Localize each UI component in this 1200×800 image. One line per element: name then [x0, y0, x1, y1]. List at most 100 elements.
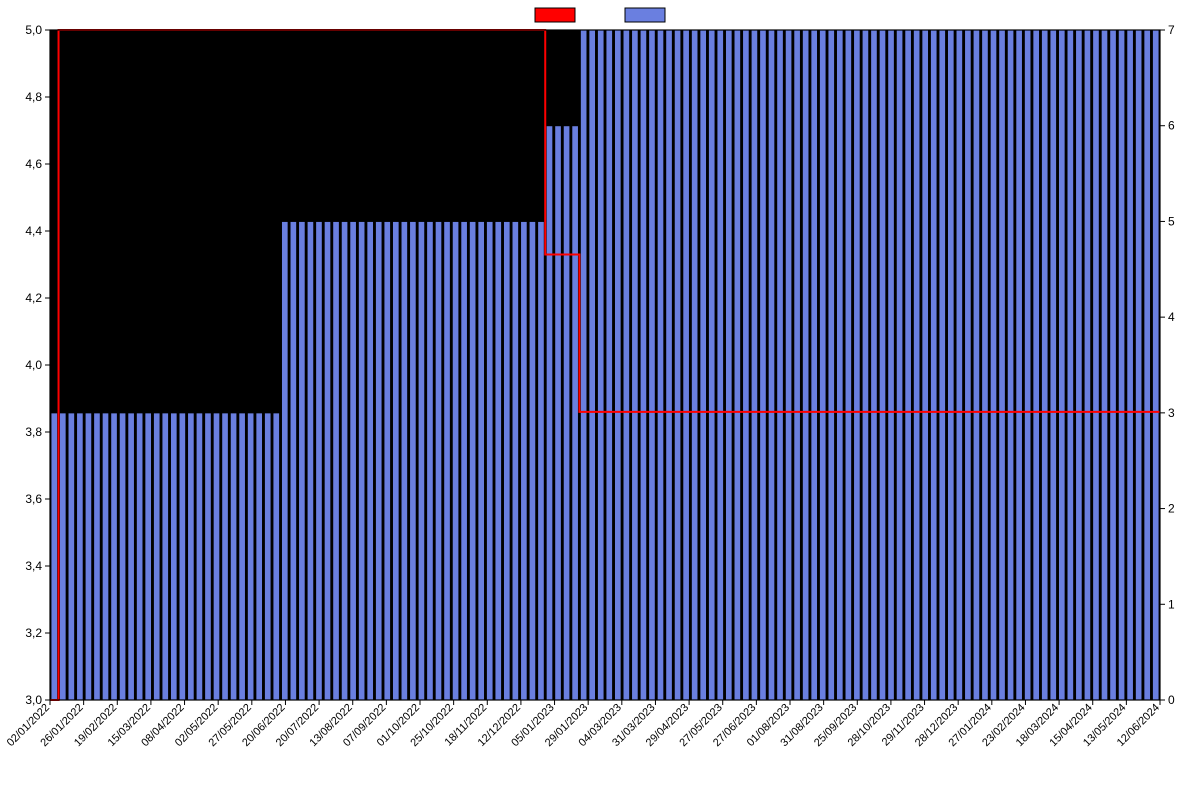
bar	[1118, 30, 1125, 700]
yright-label: 2	[1168, 502, 1175, 516]
bar	[333, 221, 340, 700]
bar	[674, 30, 681, 700]
yleft-label: 4,8	[25, 90, 42, 104]
bar	[811, 30, 818, 700]
bar	[700, 30, 707, 700]
bar	[529, 221, 536, 700]
bar	[444, 221, 451, 700]
bar	[188, 413, 195, 700]
bar	[743, 30, 750, 700]
bar	[1144, 30, 1151, 700]
bar	[1152, 30, 1159, 700]
bar	[230, 413, 237, 700]
bar	[307, 221, 314, 700]
bar	[205, 413, 212, 700]
bar	[145, 413, 152, 700]
yleft-label: 4,0	[25, 358, 42, 372]
bar	[657, 30, 664, 700]
yright-label: 4	[1168, 310, 1175, 324]
yright-label: 0	[1168, 693, 1175, 707]
bar	[427, 221, 434, 700]
bar	[623, 30, 630, 700]
bar	[1127, 30, 1134, 700]
yleft-label: 5,0	[25, 23, 42, 37]
bar	[999, 30, 1006, 700]
yright-label: 1	[1168, 597, 1175, 611]
yleft-label: 3,4	[25, 559, 42, 573]
bar	[640, 30, 647, 700]
bar	[1016, 30, 1023, 700]
bar	[1101, 30, 1108, 700]
bar	[1058, 30, 1065, 700]
bar	[290, 221, 297, 700]
bar	[392, 221, 399, 700]
bar	[128, 413, 135, 700]
bar	[947, 30, 954, 700]
bar	[597, 30, 604, 700]
bar	[922, 30, 929, 700]
bar	[538, 221, 545, 700]
bar	[256, 413, 263, 700]
bar	[375, 221, 382, 700]
yright-label: 7	[1168, 23, 1175, 37]
bar	[649, 30, 656, 700]
bar	[777, 30, 784, 700]
bar	[170, 413, 177, 700]
bar	[418, 221, 425, 700]
bar	[896, 30, 903, 700]
bar	[461, 221, 468, 700]
bar	[614, 30, 621, 700]
bar	[281, 221, 288, 700]
yright-label: 5	[1168, 214, 1175, 228]
bar	[888, 30, 895, 700]
bar	[956, 30, 963, 700]
bar	[273, 413, 280, 700]
bar	[828, 30, 835, 700]
bar	[222, 413, 229, 700]
bar	[1135, 30, 1142, 700]
bar	[384, 221, 391, 700]
bar	[862, 30, 869, 700]
bar	[802, 30, 809, 700]
bar	[1007, 30, 1014, 700]
bar	[1067, 30, 1074, 700]
bar	[845, 30, 852, 700]
bar	[51, 413, 58, 700]
yleft-label: 4,2	[25, 291, 42, 305]
bar	[111, 413, 118, 700]
combo-chart: 3,03,23,43,63,84,04,24,44,64,85,00123456…	[0, 0, 1200, 800]
bar	[990, 30, 997, 700]
bar	[555, 126, 562, 700]
bar	[1076, 30, 1083, 700]
bar	[68, 413, 75, 700]
bar	[691, 30, 698, 700]
bar	[94, 413, 101, 700]
bar	[939, 30, 946, 700]
bar	[162, 413, 169, 700]
bar	[486, 221, 493, 700]
bar	[247, 413, 254, 700]
bar	[708, 30, 715, 700]
bar	[410, 221, 417, 700]
bar	[324, 221, 331, 700]
bar	[913, 30, 920, 700]
yleft-label: 4,4	[25, 224, 42, 238]
bar	[572, 126, 579, 700]
bar	[1024, 30, 1031, 700]
bar	[495, 221, 502, 700]
bar	[580, 30, 587, 700]
yleft-label: 3,6	[25, 492, 42, 506]
bar	[239, 413, 246, 700]
legend-swatch	[535, 8, 575, 22]
bar	[760, 30, 767, 700]
bar	[785, 30, 792, 700]
bar	[606, 30, 613, 700]
bar	[478, 221, 485, 700]
bar	[213, 413, 220, 700]
bar	[102, 413, 109, 700]
yleft-label: 3,2	[25, 626, 42, 640]
bar	[734, 30, 741, 700]
bar	[452, 221, 459, 700]
bar	[717, 30, 724, 700]
bar	[136, 413, 143, 700]
